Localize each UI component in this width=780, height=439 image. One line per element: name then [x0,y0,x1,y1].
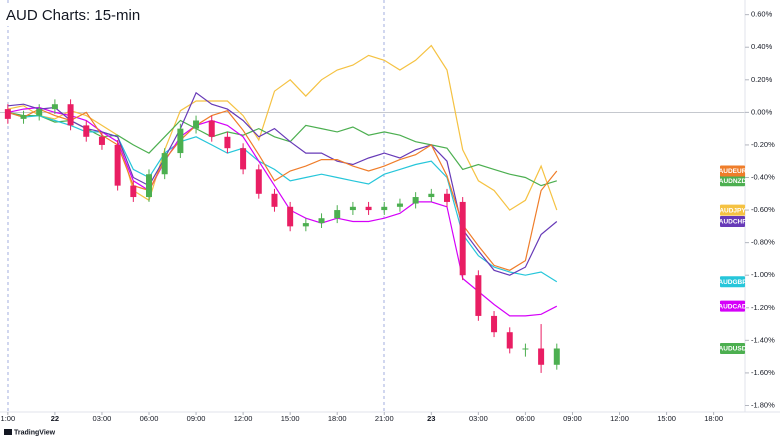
x-tick-label: 21:00 [375,414,394,423]
x-tick-label: 18:00 [704,414,723,423]
x-tick-label: 23 [427,414,435,423]
x-tick-label: 06:00 [516,414,535,423]
candle-body [459,201,466,276]
candle-body [475,275,482,316]
candle-body [287,206,294,227]
candle-body [271,193,278,207]
candle-body [444,193,450,202]
candle-body [334,210,341,219]
candle-body [83,125,90,137]
series-tag-label: AUDUSD [719,346,747,353]
candle-body [381,206,388,211]
candle-body [36,109,43,116]
candle-body [318,218,325,224]
candle-body [208,120,215,137]
series-tag [720,165,745,177]
candle-body [67,104,74,126]
y-tick-label: 0.40% [751,42,773,51]
y-tick-label: -0.80% [751,238,775,247]
candle-body [365,206,372,211]
candle-body [161,153,168,175]
candle-body [4,109,11,119]
candle-body [396,203,403,207]
logo: TradingView [4,429,56,436]
series-tag [720,175,745,187]
candle-body [553,348,560,365]
x-tick-label: 12:00 [610,414,629,423]
source: TradingView [14,429,56,436]
candle-body [522,348,529,350]
y-tick-label: -0.40% [751,172,775,181]
y-tick-label: -1.40% [751,335,775,344]
candle-body [177,128,184,154]
x-tick-label: 22 [51,414,59,423]
x-tick-label: 09:00 [563,414,582,423]
candle-body [349,206,356,211]
x-tick-label: 15:00 [657,414,676,423]
x-tick-label: 1:00 [1,414,16,423]
y-tick-label: 0.60% [751,10,773,19]
candle-body [240,148,247,170]
title-box [2,4,118,26]
series-line [7,111,557,187]
series-tag-label: AUDEUR [719,168,747,175]
x-tick-label: 06:00 [140,414,159,423]
candle-body [146,174,152,198]
x-tick-label: 15:00 [281,414,300,423]
series-tag [720,204,745,216]
series-line [7,44,558,211]
candle-body [224,136,231,149]
series-line [7,106,558,317]
series-tag-label: AUDGBP [718,279,747,286]
chart-title: AUD Charts: 15-min [6,7,140,24]
y-tick-label: -1.80% [751,400,775,409]
series-tag [720,276,745,288]
y-tick-label: -0.60% [751,205,775,214]
candle-body [193,120,200,129]
candle-body [412,197,419,204]
series-tag-label: AUDCHF [719,219,746,226]
candle-body [20,115,27,119]
series-tag [720,342,745,354]
x-tick-label: 03:00 [469,414,488,423]
candle-body [98,136,105,145]
candle-body [506,332,513,349]
candle-body [302,223,309,227]
candle-body [491,315,498,333]
candle-body [538,348,545,365]
series-tag [720,215,745,227]
series-tag-label: AUDJPY [719,207,746,214]
plot-area [0,0,745,412]
y-tick-label: -1.60% [751,368,775,377]
y-tick-label: -1.20% [751,303,775,312]
logo-mark [4,429,12,435]
x-tick-label: 18:00 [328,414,347,423]
x-tick-label: 12:00 [234,414,253,423]
candle-body [428,193,435,198]
y-tick-label: 0.20% [751,75,773,84]
candle-body [114,144,121,186]
candle-body [255,169,262,194]
candle-body [51,104,58,110]
candle-body [130,185,137,198]
y-tick-label: -0.20% [751,140,775,149]
y-tick-label: 0.00% [751,107,773,116]
series-tag [720,300,745,312]
series-tag-label: AUDNZD [719,178,747,185]
series-tag-label: AUDCAD [718,303,746,310]
x-tick-label: 03:00 [93,414,112,423]
x-tick-label: 09:00 [187,414,206,423]
y-tick-label: -1.00% [751,270,775,279]
